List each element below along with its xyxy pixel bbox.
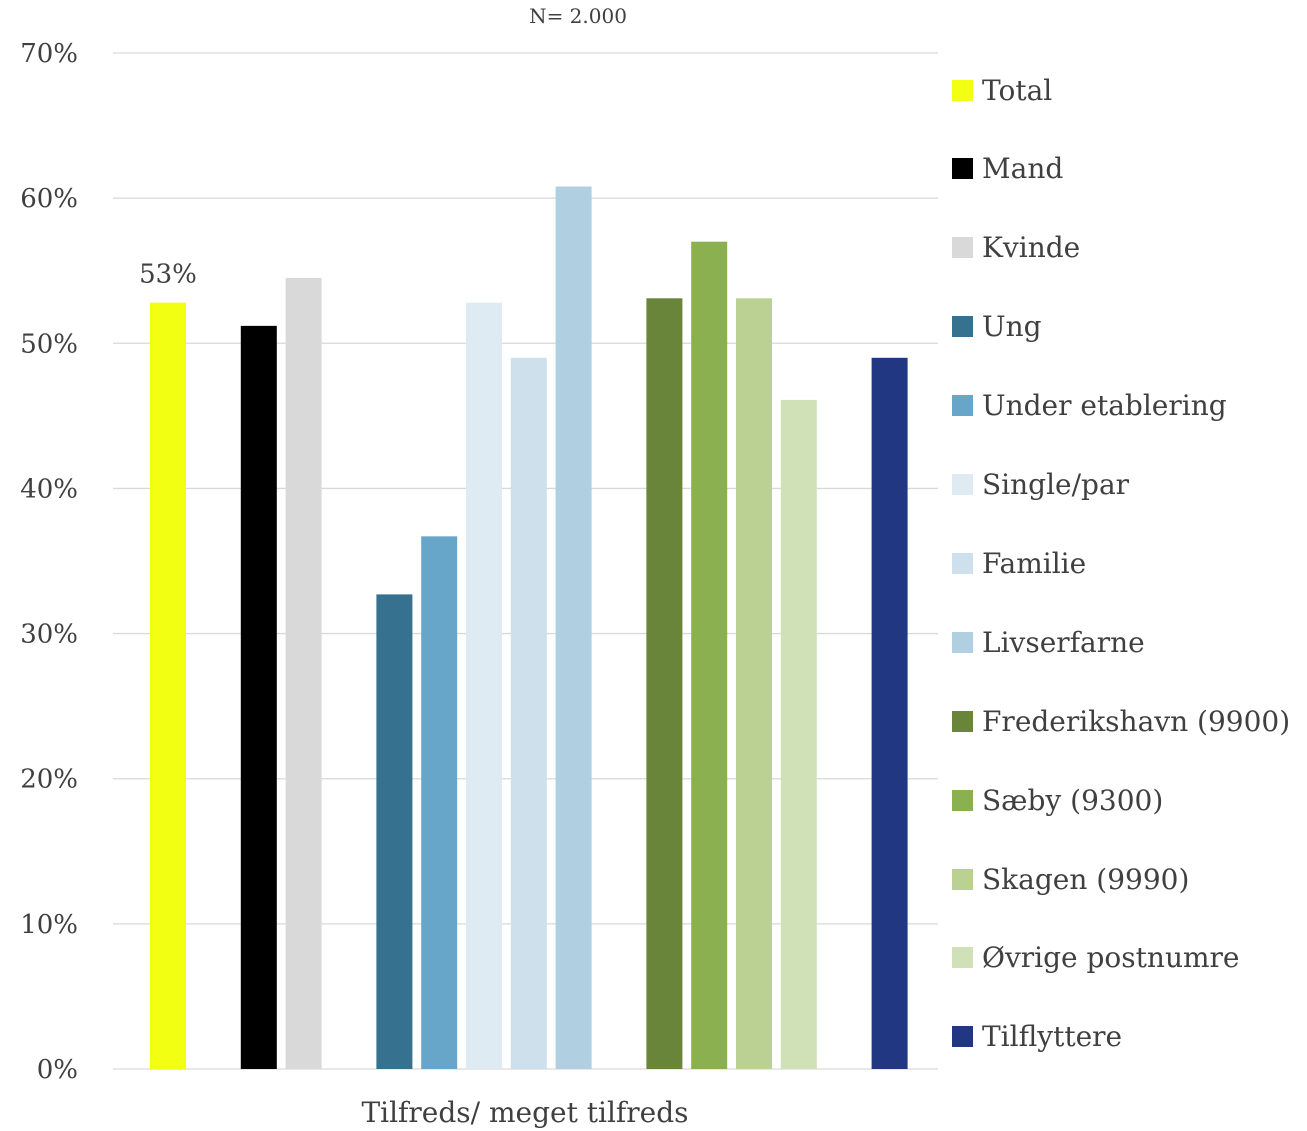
bar-total xyxy=(150,302,186,1069)
bar-under-etablering xyxy=(421,536,458,1069)
legend-swatch xyxy=(952,237,973,259)
legend-label: Tilflyttere xyxy=(982,1020,1123,1054)
legend-label: Livserfarne xyxy=(982,625,1145,659)
legend-swatch xyxy=(952,1026,973,1048)
y-tick-label: 20% xyxy=(20,765,78,795)
legend-item: Under etablering xyxy=(952,386,1227,426)
bar-familie xyxy=(510,357,547,1069)
legend-label: Mand xyxy=(982,152,1064,186)
legend-item: Skagen (9990) xyxy=(952,859,1189,899)
data-label: 53% xyxy=(139,260,197,290)
y-tick-label: 50% xyxy=(20,329,78,359)
legend-label: Kvinde xyxy=(982,231,1081,265)
legend-item: Familie xyxy=(952,543,1086,583)
legend-swatch xyxy=(952,947,973,969)
x-axis-label: Tilfreds/ meget tilfreds xyxy=(361,1096,688,1129)
legend-swatch xyxy=(952,474,973,495)
legend-item: Total xyxy=(952,70,1052,110)
legend-label: Ung xyxy=(982,310,1042,344)
bar-ung xyxy=(376,594,413,1069)
legend-swatch xyxy=(952,395,973,417)
y-tick-label: 70% xyxy=(20,39,78,69)
y-tick-label: 30% xyxy=(20,620,78,650)
legend-label: Under etablering xyxy=(982,389,1227,423)
bar-sæby-9300- xyxy=(691,241,728,1069)
legend-swatch xyxy=(952,710,973,732)
legend-label: Øvrige postnumre xyxy=(982,941,1240,975)
legend-item: Kvinde xyxy=(952,228,1080,268)
legend-label: Single/par xyxy=(982,468,1130,501)
legend-item: Ung xyxy=(952,307,1042,347)
legend-item: Livserfarne xyxy=(952,622,1145,662)
legend-item: Øvrige postnumre xyxy=(952,938,1239,978)
legend-item: Sæby (9300) xyxy=(952,780,1163,820)
legend-swatch xyxy=(952,868,973,890)
bar-mand xyxy=(240,325,277,1070)
y-tick-label: 0% xyxy=(37,1055,78,1085)
legend-item: Tilflyttere xyxy=(952,1017,1122,1057)
y-tick-label: 10% xyxy=(20,910,78,940)
legend-label: Familie xyxy=(982,546,1087,580)
legend-label: Total xyxy=(982,73,1053,107)
bar-kvinde xyxy=(285,277,322,1069)
legend-item: Mand xyxy=(952,149,1063,189)
bar-frederikshavn-9900- xyxy=(646,298,683,1069)
bar-øvrige-postnumre xyxy=(780,399,817,1069)
bar-livserfarne xyxy=(555,186,592,1069)
legend-swatch xyxy=(952,79,973,101)
legend-label: Skagen (9990) xyxy=(982,862,1190,896)
legend-label: Sæby (9300) xyxy=(982,783,1164,817)
bar-skagen-9990- xyxy=(736,298,772,1069)
legend-swatch xyxy=(952,631,973,653)
legend-swatch xyxy=(952,552,973,574)
legend-swatch xyxy=(952,789,973,811)
legend-label: Frederikshavn (9900) xyxy=(982,704,1291,738)
legend-swatch xyxy=(952,158,973,180)
legend-item: Frederikshavn (9900) xyxy=(952,701,1290,741)
bar-single-par xyxy=(466,302,502,1069)
chart-subtitle: N= 2.000 xyxy=(529,4,627,28)
y-tick-label: 60% xyxy=(20,184,78,214)
legend-item: Single/par xyxy=(952,465,1129,505)
legend-swatch xyxy=(952,316,973,338)
y-tick-label: 40% xyxy=(20,474,78,504)
bar-tilflyttere xyxy=(871,357,908,1069)
